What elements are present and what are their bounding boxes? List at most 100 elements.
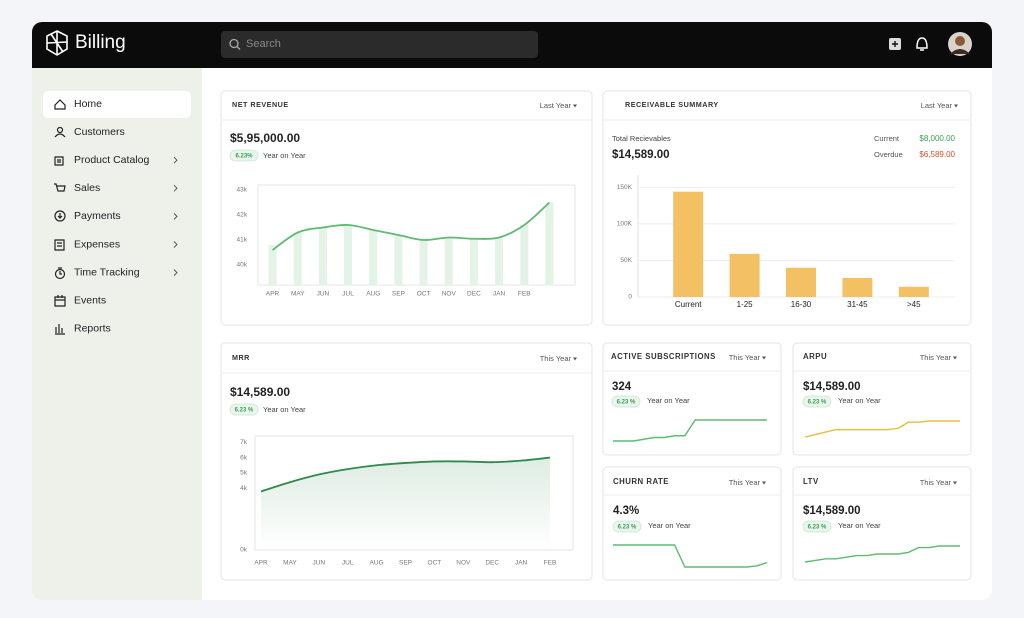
bar: [268, 245, 277, 285]
period-dropdown[interactable]: Last Year: [921, 101, 953, 110]
nav-icon: [54, 295, 66, 307]
nav-item[interactable]: Reports: [74, 323, 111, 335]
overdue-value: $6,589.00: [919, 150, 955, 159]
badge-text: 6.23 %: [235, 407, 254, 413]
x-tick-label: FEB: [518, 291, 531, 298]
nav-item[interactable]: Expenses: [74, 238, 120, 250]
x-tick-label: AUG: [370, 560, 384, 567]
bar: [520, 225, 529, 285]
nav-item[interactable]: Events: [74, 294, 106, 306]
notifications-button[interactable]: [916, 37, 928, 51]
dropdown-caret: [953, 481, 957, 485]
card-title: MRR: [232, 353, 250, 362]
badge: [802, 395, 832, 408]
y-tick-label: 0: [628, 294, 632, 301]
bar: [729, 253, 760, 297]
bar: [469, 238, 478, 285]
y-tick-label: 4k: [240, 485, 248, 492]
bar: [419, 240, 428, 285]
x-tick-label: NOV: [442, 291, 457, 298]
dropdown-caret: [954, 104, 958, 108]
badge-note: Year on Year: [263, 405, 306, 414]
x-tick-label: JUN: [312, 560, 325, 567]
badge: [229, 403, 259, 416]
x-tick-label: JAN: [493, 291, 506, 298]
nav-item[interactable]: Customers: [74, 126, 125, 138]
nav-item[interactable]: Payments: [74, 210, 121, 222]
x-tick-label: DEC: [467, 291, 481, 298]
bar: [495, 237, 504, 285]
x-tick-label: SEP: [392, 291, 405, 298]
nav-icon: [55, 324, 65, 335]
nav-icon: [54, 99, 66, 110]
dropdown-caret: [953, 356, 957, 360]
x-tick-label: MAY: [291, 291, 305, 298]
badge-text: 6.23 %: [617, 399, 636, 405]
x-tick-label: Current: [675, 300, 702, 309]
bar: [344, 225, 353, 285]
nav-chevron: [173, 184, 178, 192]
nav-icon: [54, 239, 65, 251]
amount: 4.3%: [613, 505, 639, 517]
search-icon: [236, 46, 241, 50]
nav-item[interactable]: Sales: [74, 182, 100, 194]
badge-text: 6.23 %: [808, 524, 827, 530]
nav-icon: [54, 210, 66, 222]
bar: [293, 232, 302, 285]
bar: [786, 267, 816, 297]
period-dropdown[interactable]: This Year: [540, 354, 572, 363]
add-icon: [892, 41, 898, 47]
sparkline: [613, 419, 767, 442]
search-box[interactable]: [221, 31, 538, 58]
current-value: $8,000.00: [919, 134, 955, 143]
nav-item[interactable]: Time Tracking: [74, 266, 140, 278]
period-dropdown[interactable]: This Year: [920, 478, 952, 487]
bar: [444, 237, 453, 285]
y-tick-label: 50K: [620, 257, 632, 264]
plot-frame: [257, 184, 576, 286]
badge-text: 6.23 %: [808, 399, 827, 405]
x-tick-label: JUL: [342, 291, 354, 298]
bar: [318, 227, 327, 285]
period-dropdown[interactable]: This Year: [729, 478, 761, 487]
bar: [369, 230, 378, 285]
badge-note: Year on Year: [647, 396, 690, 405]
x-tick-label: DEC: [485, 560, 499, 567]
y-tick-label: 6k: [240, 454, 248, 461]
badge-text: 6.23%: [235, 153, 253, 159]
total-label: Total Recievables: [612, 134, 671, 143]
nav-chevron: [173, 241, 178, 248]
nav-icon: [54, 267, 66, 280]
amount: $14,589.00: [803, 505, 861, 517]
y-tick-label: 40k: [237, 262, 248, 269]
x-tick-label: JUL: [342, 560, 354, 567]
bar: [545, 202, 554, 285]
current-label: Current: [874, 134, 900, 143]
nav-active-bg: [43, 91, 191, 118]
period-dropdown[interactable]: Last Year: [540, 101, 572, 110]
x-tick-label: AUG: [366, 291, 380, 298]
badge: [229, 149, 259, 162]
period-dropdown[interactable]: This Year: [920, 353, 952, 362]
x-tick-label: OCT: [428, 560, 442, 567]
y-tick-label: 100K: [617, 221, 633, 228]
nav-item[interactable]: Product Catalog: [74, 154, 149, 166]
bar: [842, 277, 873, 297]
nav-chevron: [173, 156, 178, 164]
x-tick-label: 31-45: [847, 300, 868, 309]
badge: [611, 395, 641, 408]
avatar-body: [950, 49, 970, 54]
sparkline: [804, 545, 960, 563]
x-tick-label: SEP: [399, 560, 412, 567]
amount: 324: [612, 381, 632, 393]
badge-note: Year on Year: [648, 521, 691, 530]
nav-item[interactable]: Home: [74, 98, 102, 110]
period-dropdown[interactable]: This Year: [729, 353, 761, 362]
x-tick-label: OCT: [417, 291, 431, 298]
nav-icon: [54, 183, 66, 192]
sparkline: [613, 544, 768, 568]
x-tick-label: JAN: [515, 560, 528, 567]
line: [260, 456, 551, 493]
x-tick-label: APR: [254, 560, 268, 567]
